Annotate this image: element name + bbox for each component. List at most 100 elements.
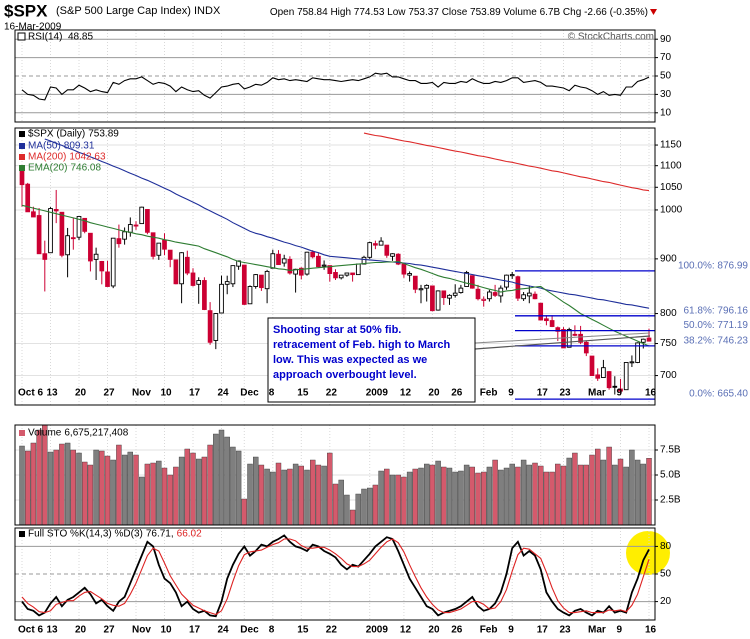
annotation-box xyxy=(267,317,476,403)
close: 753.89 xyxy=(470,7,501,18)
rsi-legend: RSI(14) xyxy=(28,32,62,43)
x-tick-label: 27 xyxy=(104,625,116,636)
volume-bar xyxy=(30,442,37,526)
candle-body xyxy=(287,258,293,274)
candle-body xyxy=(207,310,213,343)
y-tick-label: 10 xyxy=(660,107,672,118)
legend-name: EMA(20) xyxy=(28,163,67,174)
volume-bar xyxy=(144,463,151,526)
candle-body xyxy=(48,208,53,254)
candle-body xyxy=(509,274,515,277)
candle-body xyxy=(595,374,601,379)
candle-body xyxy=(93,253,99,260)
candle-body xyxy=(321,264,327,267)
sto-k-value: 76.71 xyxy=(146,529,171,540)
candle-body xyxy=(407,273,412,276)
legend-name: MA(50) xyxy=(28,141,61,152)
volume-bar xyxy=(446,467,453,526)
fib-label: 100.0%: 876.99 xyxy=(678,261,748,272)
volume-bar xyxy=(235,450,242,526)
symbol: $SPX xyxy=(4,1,48,20)
candle-body xyxy=(264,270,270,290)
candle-body xyxy=(253,274,259,287)
volume-bar xyxy=(634,459,641,526)
candle-body xyxy=(538,302,544,321)
volume-bar xyxy=(555,463,561,526)
candle-body xyxy=(481,298,487,301)
candle-body xyxy=(401,263,407,275)
candle-body xyxy=(88,232,93,262)
y-tick-label: 800 xyxy=(660,308,677,319)
volume-bar xyxy=(252,456,259,526)
volume-bar xyxy=(617,458,624,526)
y-tick-label: 90 xyxy=(660,34,672,45)
y-tick-label: 80 xyxy=(660,541,672,552)
x-tick-label: Dec xyxy=(240,388,259,399)
panel-border xyxy=(14,424,656,526)
plot-layer: 1030507090700750800900100010501100115010… xyxy=(14,29,749,636)
x-tick-label: 12 xyxy=(400,388,412,399)
volume-bar xyxy=(612,464,618,526)
candle-body xyxy=(395,253,401,265)
candle-body xyxy=(167,249,173,260)
volume-bar xyxy=(526,464,532,526)
volume-bar xyxy=(441,466,447,526)
candle-body xyxy=(36,215,42,255)
x-tick-label: 13 xyxy=(47,625,59,636)
label: Close xyxy=(442,7,468,18)
candle-body xyxy=(230,265,236,285)
volume-bar xyxy=(338,479,344,526)
date: 16-Mar-2009 xyxy=(4,22,62,33)
candle-body xyxy=(327,265,333,274)
x-tick-label: 23 xyxy=(560,625,572,636)
candle-body xyxy=(521,294,526,300)
volume-bar xyxy=(401,476,407,526)
volume-bar xyxy=(498,469,504,526)
volume-bar xyxy=(110,459,116,526)
candle-body xyxy=(646,337,652,342)
volume-bar xyxy=(384,468,390,526)
annotation-text: retracement of Feb. high to March xyxy=(273,339,451,351)
volume-bar xyxy=(327,452,333,526)
candle-body xyxy=(122,231,127,240)
candle-body xyxy=(25,183,31,213)
candle-body xyxy=(150,232,156,257)
x-tick-label: 26 xyxy=(451,388,463,399)
candle-body xyxy=(162,239,167,250)
volume-bar xyxy=(435,460,441,526)
legend-value: 753.89 xyxy=(88,129,119,140)
open: 758.84 xyxy=(297,7,328,18)
ma-line xyxy=(44,138,650,309)
candle-body xyxy=(127,224,133,233)
y-tick-label: 2.5B xyxy=(660,495,681,506)
volume-bar xyxy=(321,465,327,526)
candle-body xyxy=(298,267,304,276)
candle-body xyxy=(623,362,629,391)
volume-bar xyxy=(629,449,635,526)
candle-body xyxy=(578,333,583,343)
candle-body xyxy=(202,280,207,310)
candle-body xyxy=(110,237,116,287)
candle-body xyxy=(469,275,475,289)
x-tick-label: 8 xyxy=(269,625,275,636)
volume-bar xyxy=(486,466,493,526)
legend-value: 809.31 xyxy=(64,141,95,152)
y-tick-label: 900 xyxy=(660,254,677,265)
candle-body xyxy=(241,264,247,305)
y-tick-label: 70 xyxy=(660,52,672,63)
y-tick-label: 7.5B xyxy=(660,445,681,456)
x-tick-label: Feb xyxy=(480,625,498,636)
legend-swatch xyxy=(19,143,25,149)
candle-body xyxy=(224,281,230,285)
volume-bar xyxy=(247,463,253,526)
candle-body xyxy=(173,259,179,285)
fib-label: 61.8%: 796.16 xyxy=(684,305,749,316)
candle-body xyxy=(435,290,441,311)
candle-body xyxy=(355,263,361,276)
candle-body xyxy=(572,333,578,336)
volume-bar xyxy=(646,458,652,526)
volume-bar xyxy=(532,462,538,526)
volume-bar xyxy=(19,445,25,526)
change: -2.66 xyxy=(584,7,607,18)
volume-bar xyxy=(258,464,265,526)
